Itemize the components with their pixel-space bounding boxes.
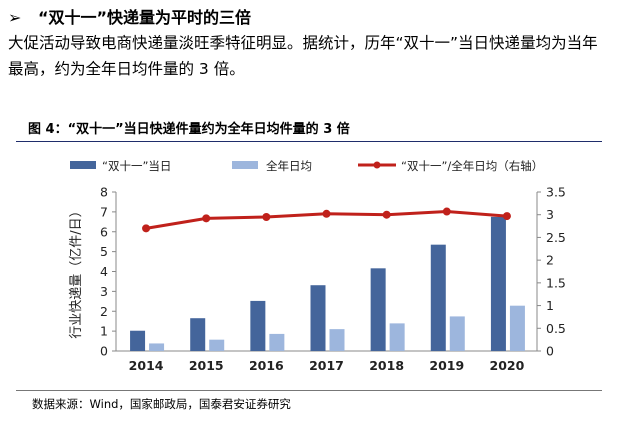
figure-label: 图 4： — [28, 122, 68, 137]
y2-tick-label: 2 — [546, 253, 554, 268]
bar-daily-avg-2014 — [149, 343, 165, 351]
bar-daily-avg-2018 — [389, 323, 405, 351]
figure-title-text: “双十一”当日快递件量约为全年日均件量的 3 倍 — [67, 122, 350, 137]
bar-double11-2020 — [490, 216, 506, 351]
y2-tick-label: 1.5 — [546, 275, 566, 290]
y-tick-label: 3 — [100, 284, 108, 299]
bar-daily-avg-2017 — [329, 329, 345, 351]
bar-double11-2017 — [310, 285, 326, 351]
x-tick-label: 2019 — [429, 358, 464, 373]
y2-tick-label: 3.5 — [546, 185, 566, 200]
figure-bottom-rule — [16, 390, 602, 391]
ratio-point-2017 — [322, 209, 331, 218]
ratio-point-2018 — [382, 210, 391, 219]
legend-label-1: “双十一”当日 — [102, 159, 171, 173]
arrow-bullet-icon: ➢ — [8, 8, 22, 27]
bar-double11-2014 — [130, 330, 146, 351]
bar-double11-2016 — [250, 300, 266, 351]
y2-tick-label: 2.5 — [546, 230, 566, 245]
ratio-point-2014 — [142, 224, 151, 233]
y-tick-label: 2 — [100, 304, 108, 319]
legend-label-3: “双十一”/全年日均（右轴） — [401, 159, 543, 173]
bar-daily-avg-2019 — [449, 316, 465, 351]
legend-label-2: 全年日均 — [266, 159, 312, 173]
ratio-point-2016 — [262, 212, 271, 221]
x-tick-label: 2018 — [369, 358, 404, 373]
figure-top-rule — [16, 141, 602, 142]
ratio-point-2015 — [202, 214, 211, 223]
y-tick-label: 5 — [100, 244, 108, 259]
ratio-point-2019 — [442, 207, 451, 216]
legend-swatch-2 — [232, 161, 258, 169]
legend-marker-3 — [373, 161, 381, 169]
bar-daily-avg-2015 — [209, 339, 225, 351]
bar-daily-avg-2020 — [509, 305, 525, 351]
y-tick-label: 1 — [100, 324, 108, 339]
section-heading: ➢ “双十一”快递量为平时的三倍 — [8, 4, 251, 28]
x-tick-label: 2014 — [129, 358, 164, 373]
x-tick-label: 2016 — [249, 358, 284, 373]
ratio-point-2020 — [502, 212, 511, 221]
y2-tick-label: 1 — [546, 298, 554, 313]
chart: “双十一”当日 全年日均 “双十一”/全年日均（右轴） 0 1 2 3 4 5 6 7 8 0 0.5 1 1… — [69, 159, 566, 373]
y-axis-title: 行业快递量（亿件/日） — [69, 204, 84, 338]
bar-double11-2019 — [430, 244, 446, 351]
legend-swatch-1 — [70, 161, 96, 169]
y-tick-label: 4 — [100, 264, 108, 279]
y2-tick-label: 0 — [546, 344, 554, 359]
x-tick-label: 2020 — [490, 358, 525, 373]
y-tick-label: 6 — [100, 224, 108, 239]
y2-tick-label: 3 — [546, 207, 554, 222]
body-paragraph: 大促活动导致电商快递量淡旺季特征明显。据统计，历年“双十一”当日快递量均为当年最… — [8, 34, 598, 78]
y-tick-label: 8 — [100, 185, 108, 200]
figure-title: 图 4：“双十一”当日快递件量约为全年日均件量的 3 倍 — [28, 118, 350, 137]
y-tick-label: 0 — [100, 344, 108, 359]
x-tick-label: 2015 — [189, 358, 224, 373]
x-tick-label: 2017 — [309, 358, 344, 373]
section-heading-text: “双十一”快递量为平时的三倍 — [38, 8, 252, 27]
y2-tick-label: 0.5 — [546, 321, 566, 336]
bar-double11-2015 — [190, 318, 206, 351]
bar-double11-2018 — [370, 268, 386, 351]
source-note: 数据来源：Wind，国家邮政局，国泰君安证券研究 — [32, 397, 291, 411]
y-tick-label: 7 — [100, 204, 108, 219]
bar-daily-avg-2016 — [269, 333, 285, 351]
